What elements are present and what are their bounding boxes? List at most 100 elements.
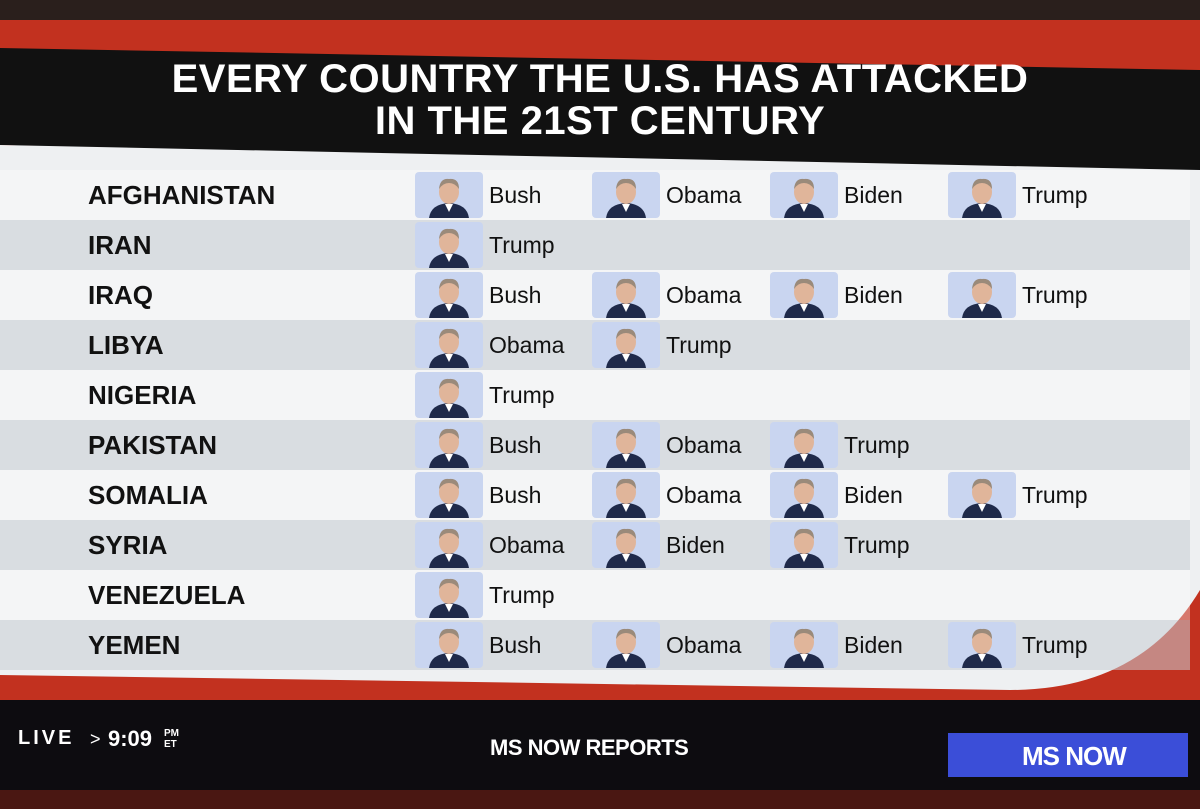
portrait-shape [439, 380, 459, 404]
portrait-shape [616, 430, 636, 454]
portrait-shape [616, 478, 636, 489]
portrait [948, 472, 1016, 518]
president-name: Bush [489, 481, 542, 508]
country: VENEZUELA [88, 580, 246, 610]
portrait-shape [439, 378, 459, 389]
portrait-shape [622, 554, 630, 562]
portrait-shape [439, 178, 459, 189]
portrait-shape [800, 654, 808, 662]
portrait [415, 522, 483, 568]
portrait-shape [439, 428, 459, 439]
president: Trump [770, 422, 910, 468]
portrait-shape [616, 280, 636, 304]
president-name: Biden [844, 631, 903, 658]
portrait-shape [445, 254, 453, 262]
portrait-shape [439, 328, 459, 339]
portrait-shape [794, 530, 814, 554]
show-name: MS NOW REPORTS [490, 735, 689, 760]
president: Obama [592, 622, 741, 668]
president: Obama [592, 422, 741, 468]
president: Obama [592, 472, 741, 518]
table-row: VENEZUELA Trump [0, 570, 1190, 620]
portrait-shape [445, 454, 453, 462]
portrait-shape [439, 228, 459, 239]
president: Bush [415, 422, 541, 468]
table-row: NIGERIA Trump [0, 370, 1190, 420]
portrait-shape [616, 328, 636, 339]
table-row: PAKISTAN Bush Obama Trump [0, 420, 1190, 470]
president-name: Bush [489, 431, 542, 458]
portrait-shape [439, 580, 459, 604]
country: IRAN [88, 230, 152, 260]
portrait-shape [439, 278, 459, 289]
portrait [948, 622, 1016, 668]
title-line: EVERY COUNTRY THE U.S. HAS ATTACKED [171, 57, 1029, 101]
president: Biden [770, 622, 903, 668]
country: SYRIA [88, 530, 168, 560]
president: Trump [770, 522, 910, 568]
portrait-shape [616, 630, 636, 654]
table-row: YEMEN Bush Obama Biden Trump [0, 620, 1190, 670]
title-line: IN THE 21ST CENTURY [374, 99, 826, 143]
country: SOMALIA [88, 480, 208, 510]
portrait-shape [439, 280, 459, 304]
portrait-shape [794, 628, 814, 639]
portrait-shape [800, 554, 808, 562]
portrait-shape [616, 278, 636, 289]
portrait-shape [800, 304, 808, 312]
president: Trump [415, 572, 555, 618]
portrait-shape [622, 654, 630, 662]
portrait [770, 172, 838, 218]
president: Biden [770, 472, 903, 518]
portrait-shape [445, 204, 453, 212]
table-row: IRAQ Bush Obama Biden Trump [0, 270, 1190, 320]
president-name: Obama [666, 431, 742, 458]
portrait-shape [616, 180, 636, 204]
logo-box [948, 733, 1188, 777]
president: Biden [770, 272, 903, 318]
portrait [415, 322, 483, 368]
president-name: Trump [666, 331, 732, 358]
portrait-shape [616, 530, 636, 554]
portrait-shape [622, 204, 630, 212]
portrait-shape [439, 480, 459, 504]
portrait-shape [800, 204, 808, 212]
portrait [415, 272, 483, 318]
president: Trump [948, 172, 1088, 218]
portrait [770, 472, 838, 518]
country: PAKISTAN [88, 430, 218, 460]
portrait [592, 522, 660, 568]
time-suffix: PM [164, 728, 179, 739]
president-name: Bush [489, 631, 542, 658]
time: 9:09 [108, 726, 153, 751]
portrait [592, 322, 660, 368]
president-name: Biden [844, 181, 903, 208]
portrait-shape [972, 180, 992, 204]
portrait-shape [794, 178, 814, 189]
portrait-shape [622, 504, 630, 512]
portrait [592, 422, 660, 468]
president-name: Trump [489, 231, 555, 258]
portrait [770, 522, 838, 568]
portrait-shape [616, 178, 636, 189]
president: Trump [948, 272, 1088, 318]
president: Trump [592, 322, 732, 368]
table-row: SOMALIA Bush Obama Biden Trump [0, 470, 1190, 520]
portrait-shape [794, 528, 814, 539]
president-name: Trump [1022, 481, 1088, 508]
portrait-shape [972, 280, 992, 304]
portrait-shape [439, 628, 459, 639]
president: Trump [948, 622, 1088, 668]
portrait-shape [972, 480, 992, 504]
portrait-shape [794, 480, 814, 504]
portrait [770, 422, 838, 468]
table-row: AFGHANISTAN Bush Obama Biden Trump [0, 170, 1190, 220]
president: Trump [415, 222, 555, 268]
country: NIGERIA [88, 380, 197, 410]
country: LIBYA [88, 330, 164, 360]
separator: > [90, 729, 101, 749]
portrait-shape [439, 180, 459, 204]
portrait-shape [622, 354, 630, 362]
president: Trump [948, 472, 1088, 518]
